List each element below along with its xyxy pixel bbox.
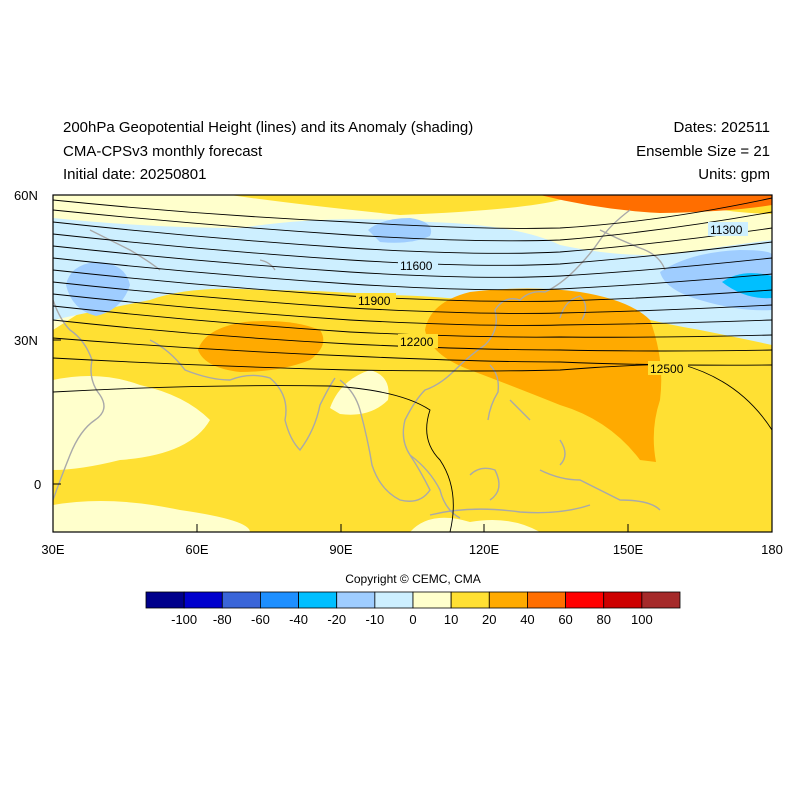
- lat-label-60n: 60N: [14, 188, 38, 203]
- contour-labels: 11300 11600 11900 12200 12500: [356, 222, 748, 376]
- map-title: 200hPa Geopotential Height (lines) and i…: [63, 119, 474, 136]
- forecast-dates: Dates: 202511: [673, 119, 770, 136]
- lon-labels: 30E 60E 90E 120E 150E 180: [41, 542, 782, 557]
- lon-label-150e: 150E: [613, 542, 644, 557]
- colorbar-tick-label: -100: [171, 612, 197, 627]
- colorbar-tick-label: 80: [596, 612, 610, 627]
- colorbar-tick-label: -20: [327, 612, 346, 627]
- colorbar-swatch: [183, 591, 223, 609]
- coastlines: [53, 209, 666, 519]
- colorbar-swatch: [527, 591, 566, 609]
- contour-label-11900: 11900: [358, 294, 391, 308]
- colorbar-swatch: [374, 591, 414, 609]
- colorbar-swatch: [145, 591, 185, 609]
- height-contours: [53, 197, 772, 532]
- lon-label-90e: 90E: [329, 542, 352, 557]
- lon-label-30e: 30E: [41, 542, 64, 557]
- ensemble-size: Ensemble Size = 21: [636, 143, 770, 160]
- colorbar-tick-label: 0: [409, 612, 416, 627]
- contour-label-11600: 11600: [400, 259, 433, 273]
- colorbar-swatch: [260, 591, 299, 609]
- axis-ticks: [52, 194, 773, 532]
- lat-labels: 60N 30N 0: [14, 188, 41, 492]
- colorbar: [145, 591, 681, 609]
- lat-label-30n: 30N: [14, 333, 38, 348]
- colorbar-tick-label: 40: [520, 612, 534, 627]
- copyright-notice: Copyright © CEMC, CMA: [345, 572, 481, 586]
- model-name: CMA-CPSv3 monthly forecast: [63, 143, 263, 160]
- colorbar-swatch: [450, 591, 490, 609]
- contour-label-11300: 11300: [710, 223, 743, 237]
- colorbar-swatch: [565, 591, 605, 609]
- colorbar-swatch: [603, 591, 643, 609]
- colorbar-swatch: [298, 591, 338, 609]
- colorbar-swatch: [641, 591, 681, 609]
- colorbar-tick-label: 20: [482, 612, 496, 627]
- lon-label-180: 180: [761, 542, 783, 557]
- map-frame: [52, 194, 773, 533]
- colorbar-swatch: [221, 591, 261, 609]
- colorbar-labels: -100 -80 -60 -40 -20 -10 0 10 20 40 60 80 100: [171, 612, 653, 627]
- colorbar-tick-label: 100: [631, 612, 653, 627]
- initial-date: Initial date: 20250801: [63, 166, 207, 183]
- contour-label-12500: 12500: [650, 362, 684, 376]
- colorbar-swatch: [336, 591, 376, 609]
- lon-label-120e: 120E: [469, 542, 500, 557]
- lat-label-0: 0: [34, 477, 41, 492]
- lon-label-60e: 60E: [185, 542, 208, 557]
- colorbar-tick-label: 60: [558, 612, 572, 627]
- colorbar-swatch: [488, 591, 528, 609]
- colorbar-tick-label: -10: [365, 612, 384, 627]
- colorbar-tick-label: -60: [251, 612, 270, 627]
- colorbar-tick-label: 10: [444, 612, 458, 627]
- units-label: Units: gpm: [698, 166, 770, 183]
- contour-label-12200: 12200: [400, 335, 434, 349]
- colorbar-tick-label: -40: [289, 612, 308, 627]
- colorbar-swatch: [412, 591, 452, 609]
- colorbar-tick-label: -80: [213, 612, 232, 627]
